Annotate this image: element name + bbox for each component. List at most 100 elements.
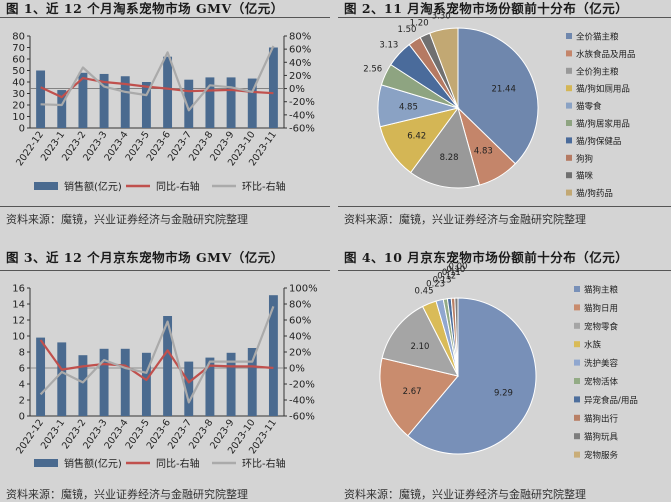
- chart-1-yoy-line: [40, 76, 274, 99]
- chart-3-right-tick-label: -20%: [289, 380, 315, 391]
- figure-2-source-rule: [338, 206, 671, 207]
- chart-3-bar: [36, 337, 46, 416]
- chart-3-left-tick-label: 0: [19, 412, 25, 423]
- chart-4-slice-value-label: 2.67: [403, 387, 422, 397]
- chart-3-legend-label-yoy: 同比-右轴: [156, 457, 200, 470]
- chart-4-slice-value-label: 0.12: [437, 272, 456, 282]
- chart-2-legend-swatch: [566, 50, 572, 57]
- chart-3-bar: [226, 352, 236, 416]
- chart-3-left-tick-label: 4: [19, 380, 25, 391]
- chart-1-legend-label-sales: 销售额(亿元): [64, 180, 122, 193]
- chart-4-slice: [454, 297, 459, 377]
- chart-4-legend-swatch: [574, 304, 580, 311]
- chart-4-slice-value-label: 0.23: [426, 280, 445, 290]
- chart-3-left-tick-label: 10: [12, 332, 25, 343]
- chart-2-slice-value-label: 1.20: [410, 18, 429, 28]
- chart-3-bar: [268, 295, 278, 416]
- chart-3-bar: [163, 316, 173, 416]
- chart-1-bar: [226, 77, 236, 128]
- chart-2-slice: [457, 27, 539, 165]
- chart-1-right-tick-label: 80%: [289, 32, 311, 43]
- chart-1-bar: [78, 72, 88, 128]
- chart-3-right-tick-label: 80%: [289, 300, 311, 311]
- chart-3-bar: [205, 357, 215, 416]
- chart-3-right-tick-label: 60%: [289, 316, 311, 327]
- chart-2-legend-swatch: [566, 102, 572, 109]
- chart-3-bar: [184, 361, 194, 416]
- chart-4-legend-label: 猫狗玩具: [584, 432, 619, 443]
- chart-1-bar: [247, 78, 257, 128]
- figure-3-title: 图 3、近 12 个月京东宠物市场 GMV（亿元）: [6, 250, 284, 265]
- figure-2-title-rule: [338, 17, 671, 18]
- chart-4-legend-label: 宠物零食: [584, 321, 619, 332]
- chart-1-mom-line: [40, 45, 275, 112]
- chart-2-slice-value-label: 3.30: [432, 12, 451, 22]
- chart-1-bar: [99, 73, 109, 128]
- chart-3-left-tick-label: 8: [19, 348, 25, 359]
- chart-3-left-tick-label: 16: [12, 284, 25, 295]
- chart-4-slice-value-label: 0.11: [442, 268, 461, 278]
- chart-4-legend-label: 洗护美容: [584, 358, 619, 369]
- chart-3-mom-line: [39, 306, 275, 404]
- chart-1-left-tick-label: 50: [12, 66, 25, 77]
- chart-3-bar: [247, 348, 257, 416]
- chart-3-bar: [141, 352, 151, 416]
- chart-2-slice: [429, 27, 459, 109]
- chart-4-legend-label: 猫狗主粮: [584, 285, 619, 296]
- chart-2-legend-label: 猫/狗药品: [576, 188, 613, 199]
- chart-2-legend-label: 狗狗: [576, 153, 593, 164]
- chart-1-right-tick-label: 0%: [289, 84, 305, 95]
- chart-2-legend-swatch: [566, 33, 572, 39]
- chart-4-slice-value-label: 0.10: [446, 265, 465, 275]
- chart-4-slice: [381, 305, 459, 377]
- chart-1-right-tick-label: 20%: [289, 71, 311, 82]
- chart-4-slice: [407, 297, 537, 455]
- chart-1-right-tick-label: -60%: [289, 124, 315, 135]
- chart-4-legend-swatch: [574, 451, 580, 458]
- chart-4-slice-value-label: 2.10: [410, 342, 429, 352]
- chart-1-left-tick-label: 70: [12, 43, 25, 54]
- chart-2-legend-swatch: [566, 120, 572, 126]
- chart-2-legend-label: 猫咪: [576, 171, 594, 182]
- chart-2-slice-value-label: 4.83: [474, 147, 493, 157]
- chart-2-slice-value-label: 3.13: [379, 40, 398, 50]
- chart-1-right-tick-label: -40%: [289, 110, 315, 121]
- chart-3-right-tick-label: 100%: [289, 284, 318, 295]
- chart-3-yoy-line: [39, 339, 274, 384]
- chart-2-legend-label: 水族食品及用品: [576, 49, 636, 60]
- figure-1-source: 资料来源：魔镜，兴业证券经济与金融研究院整理: [6, 213, 248, 226]
- chart-1-bar: [268, 47, 278, 128]
- chart-1-legend-label-yoy: 同比-右轴: [156, 180, 200, 193]
- chart-2-legend-label: 猫/狗居家用品: [576, 119, 630, 130]
- chart-2-slice-value-label: 1.50: [398, 25, 417, 35]
- chart-4-slice-value-label: 9.29: [494, 389, 513, 399]
- chart-4-legend-swatch: [574, 341, 580, 348]
- chart-4-legend-label: 水族: [584, 340, 602, 351]
- chart-1-left-tick-label: 10: [12, 112, 25, 123]
- chart-2-legend-label: 猫/狗保健品: [576, 136, 621, 147]
- chart-4-legend-swatch: [574, 286, 580, 292]
- chart-1-bar: [120, 76, 130, 128]
- chart-1-left-tick-label: 40: [12, 78, 25, 89]
- chart-4-slice: [379, 357, 459, 437]
- chart-1-right-tick-label: 60%: [289, 45, 311, 56]
- chart-2-legend-swatch: [566, 85, 572, 92]
- chart-4-legend-swatch: [574, 359, 580, 366]
- chart-2-slice: [409, 106, 481, 189]
- chart-2-slice-value-label: 4.85: [399, 103, 418, 113]
- chart-2-legend-label: 全价狗主粮: [576, 66, 619, 77]
- chart-1-bar: [57, 90, 67, 128]
- chart-4-legend-label: 猫狗日用: [584, 303, 618, 314]
- figure-4-title-rule: [338, 270, 671, 271]
- chart-1-bar: [205, 77, 215, 128]
- chart-4-legend-swatch: [574, 396, 580, 403]
- figure-4-source: 资料来源：魔镜，兴业证券经济与金融研究院整理: [344, 488, 586, 501]
- chart-3-left-tick-label: 14: [12, 300, 25, 311]
- chart-2-legend-label: 猫/狗如厕用品: [576, 84, 630, 95]
- chart-1-bar: [163, 56, 173, 129]
- chart-2-slice-value-label: 6.42: [407, 131, 426, 141]
- chart-2-slice-value-label: 21.44: [492, 85, 516, 95]
- figure-3-source: 资料来源：魔镜，兴业证券经济与金融研究院整理: [6, 488, 248, 501]
- chart-2-legend-label: 全价猫主粮: [576, 32, 619, 43]
